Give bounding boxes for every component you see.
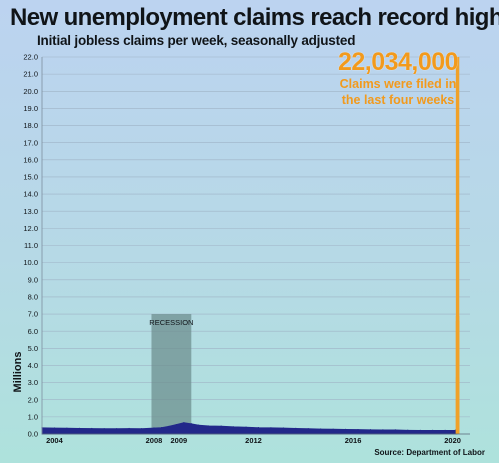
x-tick-label: 2012 <box>245 436 262 445</box>
claims-data-point <box>91 427 93 430</box>
y-tick-label: 21.0 <box>23 70 38 79</box>
claims-data-point <box>128 427 130 430</box>
y-tick-label: 13.0 <box>23 207 38 216</box>
y-tick-label: 4.0 <box>28 361 38 370</box>
callout-box: 22,034,000 Claims were filed in the last… <box>330 48 466 108</box>
y-tick-label: 12.0 <box>23 224 38 233</box>
y-tick-label: 10.0 <box>23 258 38 267</box>
claims-data-point <box>78 427 80 429</box>
claims-data-point <box>344 428 347 430</box>
claims-data-point <box>320 428 322 430</box>
y-tick-label: 20.0 <box>23 87 38 96</box>
x-tick-label: 2020 <box>444 436 461 445</box>
y-tick-label: 16.0 <box>23 155 38 164</box>
y-tick-label: 7.0 <box>28 310 38 319</box>
claims-data-point <box>103 428 105 430</box>
callout-line-1: Claims were filed in <box>339 77 457 91</box>
y-tick-label: 8.0 <box>28 293 38 302</box>
y-tick-label: 19.0 <box>23 104 38 113</box>
x-tick-label: 2008 <box>146 436 163 445</box>
claims-data-point <box>140 428 143 430</box>
source-note: Source: Department of Labor <box>374 448 485 457</box>
claims-data-point <box>220 425 222 427</box>
y-tick-label: 15.0 <box>23 173 38 182</box>
y-tick-label: 18.0 <box>23 121 38 130</box>
claims-data-point <box>332 428 334 430</box>
claims-data-point <box>208 425 210 427</box>
claims-data-point <box>270 427 272 429</box>
x-tick-label: 2009 <box>171 436 188 445</box>
callout-line-2: the last four weeks <box>341 93 455 107</box>
y-axis-label: Millions <box>12 352 24 393</box>
claims-data-point <box>198 424 200 426</box>
spike-bar <box>455 377 460 434</box>
claims-data-point <box>394 429 396 431</box>
claims-data-point <box>53 427 56 429</box>
claims-data-point <box>168 425 170 427</box>
y-tick-label: 2.0 <box>28 395 38 404</box>
claims-data-point <box>357 428 359 431</box>
recession-band <box>151 314 192 434</box>
y-tick-label: 5.0 <box>28 344 38 353</box>
claims-data-point <box>116 428 118 430</box>
claims-data-point <box>153 427 155 429</box>
claims-data-point <box>245 426 247 428</box>
y-tick-label: 9.0 <box>28 275 38 284</box>
y-tick-label: 0.0 <box>28 430 38 439</box>
spike-bar <box>455 57 460 434</box>
callout-text: Claims were filed in the last four weeks <box>330 76 466 108</box>
y-tick-label: 22.0 <box>23 53 38 62</box>
claims-data-point <box>407 429 409 431</box>
callout-value: 22,034,000 <box>337 48 459 76</box>
x-tick-label: 2004 <box>46 436 64 445</box>
recession-label: RECESSION <box>149 318 193 327</box>
claims-data-point <box>66 427 68 429</box>
claims-data-point <box>454 429 456 432</box>
y-tick-label: 3.0 <box>28 378 38 387</box>
claims-data-point <box>282 427 284 429</box>
claims-data-point <box>419 429 421 432</box>
y-tick-label: 17.0 <box>23 138 38 147</box>
claims-data-point <box>190 423 192 425</box>
chart-subtitle: Initial jobless claims per week, seasona… <box>37 33 356 48</box>
y-tick-label: 14.0 <box>23 190 38 199</box>
y-tick-label: 11.0 <box>24 241 38 250</box>
claims-data-point <box>432 429 434 432</box>
chart-title: New unemployment claims reach record hig… <box>10 4 499 31</box>
claims-data-point <box>175 423 177 426</box>
claims-data-point <box>382 429 384 431</box>
claims-data-point <box>444 429 446 432</box>
claims-data-point <box>307 428 309 430</box>
claims-data-point <box>160 427 163 429</box>
y-tick-label: 1.0 <box>28 412 38 421</box>
claims-data-point <box>233 426 235 428</box>
x-tick-label: 2016 <box>345 436 362 445</box>
claims-data-point <box>295 427 297 429</box>
claims-data-point <box>183 422 185 424</box>
y-tick-label: 6.0 <box>28 327 38 336</box>
claims-data-point <box>257 427 260 429</box>
claims-data-point <box>369 429 372 431</box>
